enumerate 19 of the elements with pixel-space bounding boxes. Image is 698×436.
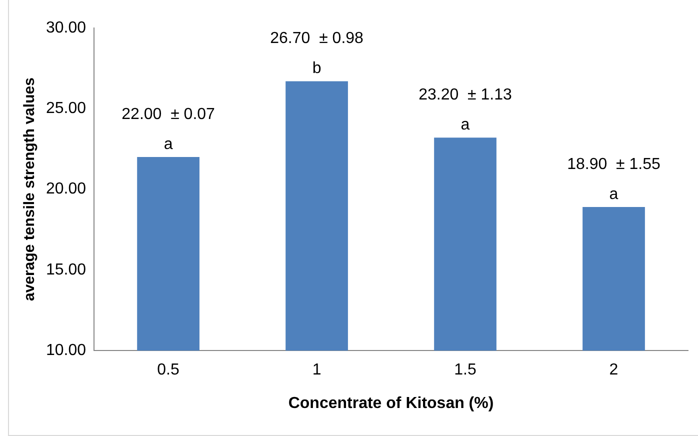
y-tick-label: 30.00 xyxy=(46,19,86,36)
y-tick-label: 20.00 xyxy=(46,180,86,198)
annotation: a xyxy=(609,186,618,204)
x-tick-label: 1 xyxy=(312,362,322,379)
y-tick-label: 15.00 xyxy=(46,261,86,278)
annotation: a xyxy=(164,136,173,154)
annotation: a xyxy=(460,116,470,134)
x-tick-label: 1.5 xyxy=(454,362,476,379)
y-tick-label: 10.00 xyxy=(46,342,86,360)
data-label: 26.70 ± 0.98 xyxy=(270,30,364,48)
y-axis-title: average tensile strength values xyxy=(21,78,38,302)
x-tick-label: 2 xyxy=(609,362,618,379)
x-axis-title: Concentrate of Kitosan (%) xyxy=(288,394,494,412)
data-label: 23.20 ± 1.13 xyxy=(418,86,512,104)
annotation: b xyxy=(312,60,322,78)
x-tick-label: 0.5 xyxy=(157,362,180,379)
data-label: 22.00 ± 0.07 xyxy=(122,106,216,124)
y-tick-label: 25.00 xyxy=(46,100,86,118)
data-label: 18.90 ± 1.55 xyxy=(567,156,661,174)
